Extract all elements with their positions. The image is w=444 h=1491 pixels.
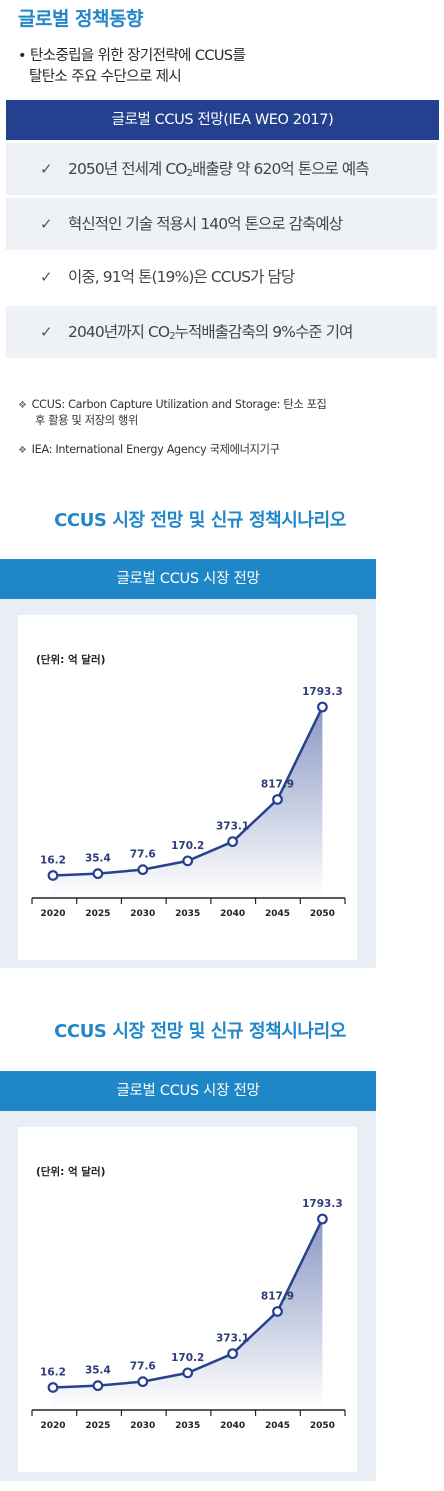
x-tick-label: 2025 xyxy=(85,909,110,919)
outlook-point-text: 혁신적인 기술 적용시 140억 톤으로 감축예상 xyxy=(68,215,343,233)
intro-bullet: • 탄소중립을 위한 장기전략에 CCUS를 탈탄소 주요 수단으로 제시 xyxy=(18,46,246,88)
data-point xyxy=(47,870,59,881)
outlook-point: ✓ 이중, 91억 톤(19%)은 CCUS가 담당 xyxy=(6,251,437,303)
x-tick-label: 2035 xyxy=(175,909,200,919)
data-label: 16.2 xyxy=(40,854,66,866)
data-point xyxy=(92,1380,104,1392)
outlook-point: ✓ 2040년까지 CO2누적배출감축의 9%수준 기여 xyxy=(6,306,437,358)
page-title: 글로벌 정책동향 xyxy=(18,8,143,30)
x-tick-label: 2050 xyxy=(310,909,335,919)
diamond-bullet-icon: ❖ xyxy=(18,400,27,411)
checkmark-icon: ✓ xyxy=(40,160,53,178)
data-label: 373.1 xyxy=(216,1333,249,1345)
section-title: CCUS 시장 전망 및 신규 정책시나리오 xyxy=(54,510,346,531)
data-point xyxy=(137,864,149,876)
unit-label: (단위: 억 달러) xyxy=(36,653,105,666)
data-label: 16.2 xyxy=(40,1366,66,1378)
data-point xyxy=(317,1213,328,1225)
data-label: 1793.3 xyxy=(302,686,343,698)
x-tick-label: 2030 xyxy=(130,909,155,919)
x-tick-label: 2020 xyxy=(40,909,65,919)
data-label: 817.9 xyxy=(261,778,294,790)
x-tick-label: 2045 xyxy=(265,1421,290,1431)
diamond-bullet-icon: ❖ xyxy=(18,445,27,456)
data-point xyxy=(137,1376,149,1388)
outlook-point-text: 2050년 전세계 CO2배출량 약 620억 톤으로 예측 xyxy=(68,160,370,179)
market-chart: (단위: 억 달러) 16.2 2020 35.4 2025 77.6 2030 170.2 2… xyxy=(31,1165,346,1431)
x-tick-label: 2025 xyxy=(85,1421,110,1431)
data-point xyxy=(47,1382,59,1393)
x-tick-label: 2040 xyxy=(220,909,245,919)
chart-header: 글로벌 CCUS 시장 전망 xyxy=(0,1071,376,1111)
data-point xyxy=(272,1306,283,1317)
note-iea: ❖ IEA: International Energy Agency 국제에너지기… xyxy=(18,443,280,456)
intro-bullet-line1: 탄소중립을 위한 장기전략에 CCUS를 xyxy=(29,48,246,64)
data-label: 77.6 xyxy=(130,1361,156,1373)
area-fill xyxy=(53,1219,323,1409)
chart-card: (단위: 억 달러) 16.2 2020 35.4 2025 77.6 2030 170.2 2… xyxy=(18,1127,357,1472)
data-point xyxy=(182,1367,194,1379)
data-point xyxy=(317,701,328,713)
data-label: 170.2 xyxy=(171,840,204,852)
unit-label: (단위: 억 달러) xyxy=(36,1165,105,1178)
outlook-point-text: 이중, 91억 톤(19%)은 CCUS가 담당 xyxy=(68,268,295,286)
checkmark-icon: ✓ xyxy=(40,268,53,286)
outlook-point: ✓ 혁신적인 기술 적용시 140억 톤으로 감축예상 xyxy=(6,198,437,250)
outlook-banner: 글로벌 CCUS 전망(IEA WEO 2017) xyxy=(6,100,439,140)
data-label: 373.1 xyxy=(216,821,249,833)
data-point xyxy=(272,794,283,805)
data-point xyxy=(227,836,239,848)
bullet-marker: • xyxy=(18,48,27,64)
data-label: 35.4 xyxy=(85,853,111,865)
outlook-point-text: 2040년까지 CO2누적배출감축의 9%수준 기여 xyxy=(68,323,353,342)
data-point xyxy=(182,855,194,867)
x-tick-label: 2035 xyxy=(175,1421,200,1431)
data-label: 77.6 xyxy=(130,849,156,861)
chart-header: 글로벌 CCUS 시장 전망 xyxy=(0,559,376,599)
chart-card: (단위: 억 달러) 16.2 2020 35.4 2025 77.6 2030 170.2 2… xyxy=(18,615,357,960)
x-tick-label: 2050 xyxy=(310,1421,335,1431)
data-point xyxy=(227,1348,239,1360)
outlook-point: ✓ 2050년 전세계 CO2배출량 약 620억 톤으로 예측 xyxy=(6,143,437,195)
checkmark-icon: ✓ xyxy=(40,215,53,233)
section-title: CCUS 시장 전망 및 신규 정책시나리오 xyxy=(54,1021,346,1042)
data-label: 170.2 xyxy=(171,1352,204,1364)
data-label: 1793.3 xyxy=(302,1198,343,1210)
checkmark-icon: ✓ xyxy=(40,323,53,341)
area-fill xyxy=(53,707,323,897)
note-ccus-line2: 후 활용 및 저장의 행위 xyxy=(35,414,138,427)
chart-panel: 글로벌 CCUS 시장 전망 (단위: 억 달러) 16.2 2020 35.4 202… xyxy=(0,559,376,968)
x-tick-label: 2040 xyxy=(220,1421,245,1431)
note-ccus: ❖ CCUS: Carbon Capture Utilization and St… xyxy=(18,398,327,427)
market-chart: (단위: 억 달러) 16.2 2020 35.4 2025 77.6 2030 170.2 2… xyxy=(31,653,346,919)
data-label: 817.9 xyxy=(261,1290,294,1302)
x-tick-label: 2045 xyxy=(265,909,290,919)
chart-panel: 글로벌 CCUS 시장 전망 (단위: 억 달러) 16.2 2020 35.4 202… xyxy=(0,1071,376,1481)
x-tick-label: 2030 xyxy=(130,1421,155,1431)
x-tick-label: 2020 xyxy=(40,1421,65,1431)
data-label: 35.4 xyxy=(85,1365,111,1377)
intro-bullet-line2: 탈탄소 주요 수단으로 제시 xyxy=(29,69,182,85)
data-point xyxy=(92,868,104,880)
